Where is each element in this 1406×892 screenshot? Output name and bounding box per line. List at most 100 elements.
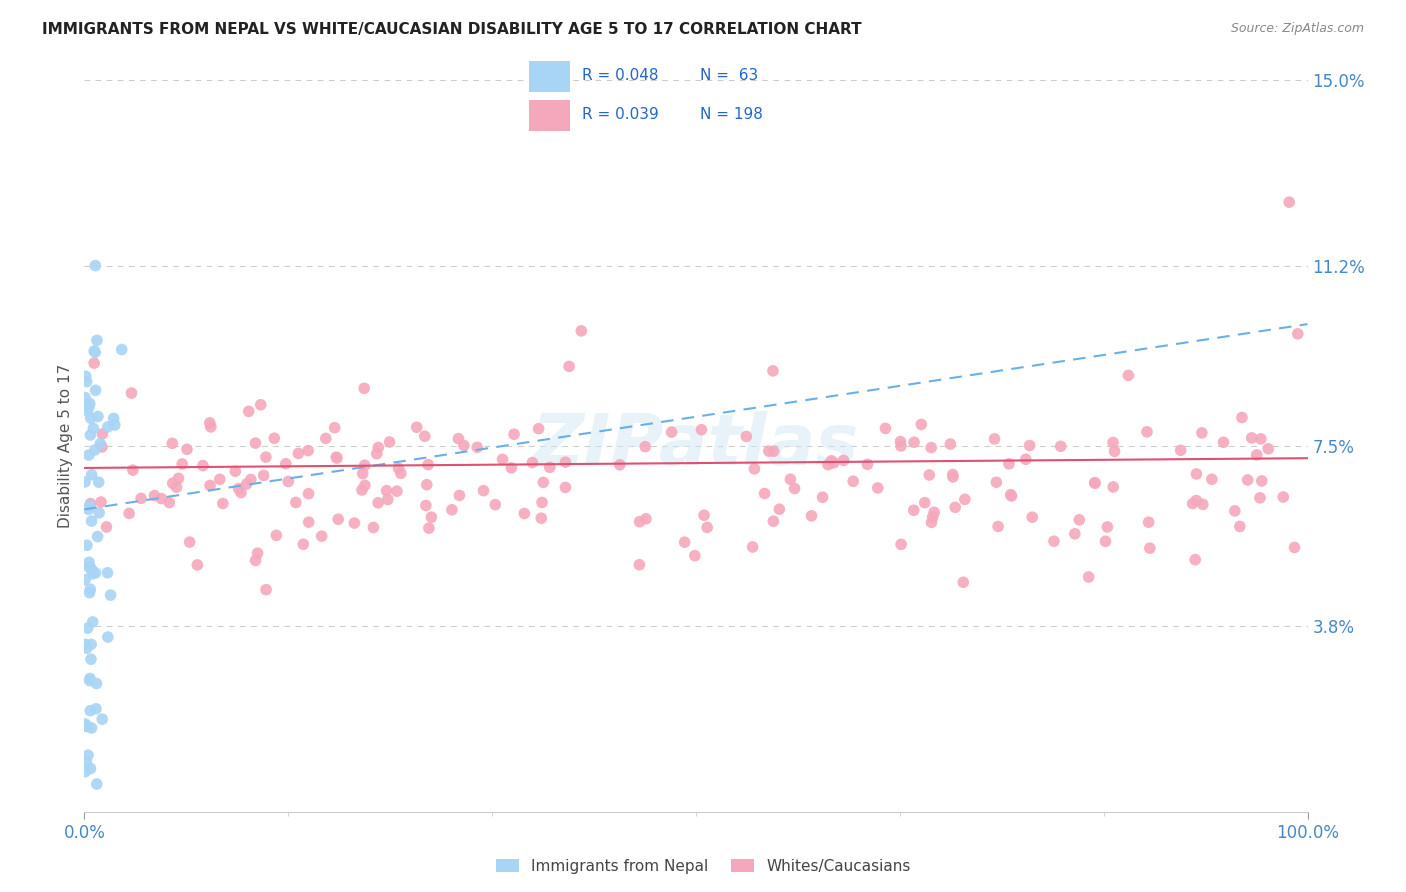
Point xyxy=(366,447,388,461)
Point xyxy=(315,431,337,445)
Point xyxy=(84,259,107,273)
Point xyxy=(224,464,246,478)
Point xyxy=(1184,552,1206,566)
Point xyxy=(1250,474,1272,488)
Point xyxy=(1063,526,1085,541)
Point xyxy=(530,495,553,509)
Point xyxy=(73,764,96,779)
Point xyxy=(84,384,107,398)
Point xyxy=(274,457,297,471)
Point xyxy=(297,443,319,458)
Point xyxy=(367,496,389,510)
Point xyxy=(84,345,107,359)
Point xyxy=(1286,326,1309,341)
Point xyxy=(323,420,346,434)
Point xyxy=(179,535,201,549)
Point xyxy=(779,472,801,486)
Point xyxy=(377,492,399,507)
Point xyxy=(122,463,145,477)
Point xyxy=(77,400,100,414)
Point xyxy=(558,359,581,374)
Point xyxy=(77,748,100,763)
Point xyxy=(832,453,855,467)
Point xyxy=(79,704,101,718)
Point xyxy=(1191,425,1213,440)
Point xyxy=(484,498,506,512)
Point xyxy=(875,421,897,435)
Point xyxy=(1049,439,1071,453)
Point xyxy=(79,673,101,688)
Point xyxy=(277,475,299,489)
Point xyxy=(1000,488,1022,502)
Point xyxy=(75,719,97,733)
Point xyxy=(79,497,101,511)
Point xyxy=(83,344,105,359)
Point xyxy=(921,516,943,530)
Point xyxy=(942,467,965,482)
Text: R = 0.048: R = 0.048 xyxy=(582,69,658,84)
Point xyxy=(1236,473,1258,487)
Point xyxy=(297,486,319,500)
Text: ZIPatlas: ZIPatlas xyxy=(533,411,859,481)
Point xyxy=(1240,431,1263,445)
Point xyxy=(405,420,427,434)
Point xyxy=(554,480,576,494)
Point xyxy=(162,476,184,491)
Point xyxy=(1170,443,1192,458)
Point xyxy=(80,561,103,575)
Point xyxy=(440,502,463,516)
Point xyxy=(986,475,1008,490)
Point xyxy=(79,762,101,776)
Point xyxy=(418,521,440,535)
Point xyxy=(762,364,785,378)
Point xyxy=(80,467,103,482)
Point xyxy=(1104,444,1126,458)
Point xyxy=(530,511,553,525)
Point xyxy=(387,461,409,475)
Point xyxy=(1139,541,1161,556)
Point xyxy=(942,470,965,484)
Point xyxy=(246,546,269,560)
Point xyxy=(1077,570,1099,584)
Point xyxy=(76,621,98,635)
Point xyxy=(166,480,188,494)
Point xyxy=(903,503,925,517)
Point xyxy=(89,506,111,520)
Point xyxy=(176,442,198,457)
Point xyxy=(820,454,842,468)
Point xyxy=(866,481,889,495)
Point xyxy=(103,411,125,425)
Point xyxy=(418,458,440,472)
Point xyxy=(79,582,101,597)
Point xyxy=(100,588,122,602)
Point xyxy=(186,558,208,572)
Point xyxy=(465,440,488,454)
Point xyxy=(673,535,696,549)
Point xyxy=(634,512,657,526)
Point xyxy=(73,717,96,731)
Point xyxy=(628,515,651,529)
Point xyxy=(1000,489,1022,503)
Point xyxy=(1212,435,1234,450)
Point xyxy=(661,425,683,439)
Point xyxy=(354,478,377,492)
Bar xyxy=(530,62,569,92)
Point xyxy=(239,473,262,487)
Point xyxy=(910,417,932,432)
Point xyxy=(75,391,97,405)
Point xyxy=(385,484,408,499)
Point xyxy=(200,420,222,434)
Text: R = 0.039: R = 0.039 xyxy=(582,107,659,122)
Point xyxy=(811,490,834,504)
Point xyxy=(238,404,260,418)
Point xyxy=(96,566,118,580)
Point xyxy=(1018,438,1040,452)
Point xyxy=(741,540,763,554)
Point xyxy=(75,369,97,384)
Point xyxy=(80,514,103,528)
Point xyxy=(413,429,436,443)
Point xyxy=(76,641,98,656)
Point xyxy=(77,560,100,574)
Point xyxy=(693,508,716,523)
Point xyxy=(287,446,309,460)
